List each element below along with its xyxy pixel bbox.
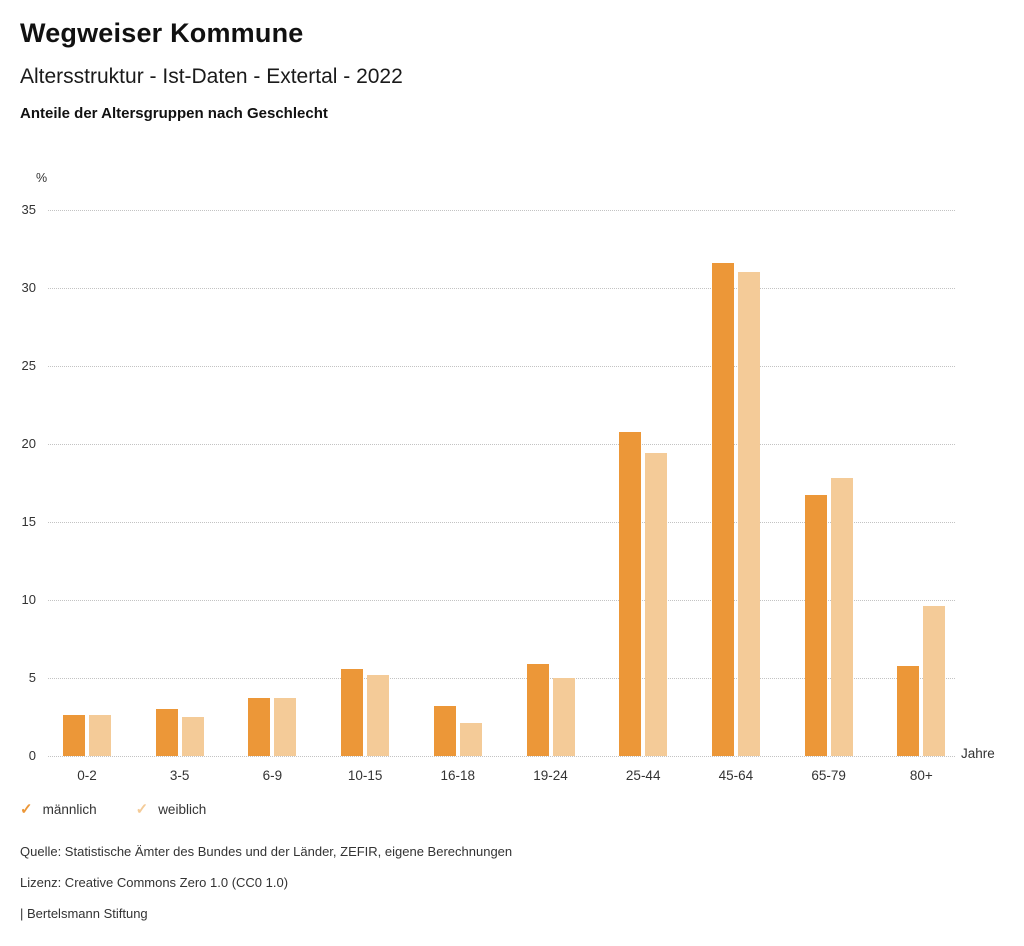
- bar-weiblich-19-24[interactable]: [553, 678, 575, 756]
- chart-caption: Anteile der Altersgruppen nach Geschlech…: [20, 105, 328, 122]
- legend-item-mannlich[interactable]: ✓ männlich: [20, 802, 97, 817]
- bar-mannlich-10-15[interactable]: [341, 669, 363, 756]
- bar-weiblich-6-9[interactable]: [274, 698, 296, 756]
- gridline-0: [48, 756, 955, 757]
- x-tick-label-80+: 80+: [909, 768, 933, 783]
- gridline-15: [48, 522, 955, 523]
- x-tick-label-25-44: 25-44: [625, 768, 661, 783]
- bar-mannlich-45-64[interactable]: [712, 263, 734, 756]
- gridline-30: [48, 288, 955, 289]
- checkmark-icon: ✓: [20, 801, 33, 818]
- gridline-35: [48, 210, 955, 211]
- x-tick-label-3-5: 3-5: [169, 768, 190, 783]
- gridline-5: [48, 678, 955, 679]
- gridline-10: [48, 600, 955, 601]
- y-tick-label-5: 5: [28, 670, 36, 685]
- y-axis-unit-label: %: [36, 171, 48, 185]
- legend-label: weiblich: [158, 802, 207, 817]
- bar-mannlich-0-2[interactable]: [63, 715, 85, 756]
- y-tick-label-10: 10: [21, 592, 36, 607]
- x-tick-label-19-24: 19-24: [533, 768, 568, 783]
- y-tick-label-25: 25: [21, 358, 36, 373]
- gridline-25: [48, 366, 955, 367]
- bar-mannlich-80+[interactable]: [897, 666, 919, 756]
- legend: ✓ männlich ✓ weiblich: [20, 802, 206, 817]
- y-tick-label-20: 20: [21, 436, 36, 451]
- y-tick-label-0: 0: [28, 748, 36, 763]
- bar-weiblich-10-15[interactable]: [367, 675, 389, 756]
- bar-weiblich-65-79[interactable]: [831, 478, 853, 756]
- x-axis-unit-label: Jahre: [961, 746, 995, 761]
- y-tick-label-30: 30: [21, 280, 36, 295]
- source-text: Quelle: Statistische Ämter des Bundes un…: [20, 844, 513, 859]
- bar-mannlich-19-24[interactable]: [527, 664, 549, 756]
- x-tick-label-10-15: 10-15: [347, 768, 383, 783]
- plot-area: [48, 210, 955, 757]
- bar-weiblich-25-44[interactable]: [645, 453, 667, 756]
- bar-mannlich-65-79[interactable]: [805, 495, 827, 756]
- page-subtitle: Altersstruktur - Ist-Daten - Extertal - …: [20, 65, 403, 88]
- bar-mannlich-3-5[interactable]: [156, 709, 178, 756]
- y-tick-label-35: 35: [21, 202, 36, 217]
- page-title: Wegweiser Kommune: [20, 18, 304, 48]
- checkmark-icon: ✓: [135, 801, 149, 818]
- x-tick-label-16-18: 16-18: [440, 768, 476, 783]
- legend-label: männlich: [42, 802, 97, 817]
- license-text: Lizenz: Creative Commons Zero 1.0 (CC0 1…: [20, 875, 289, 890]
- bar-weiblich-80+[interactable]: [923, 606, 945, 756]
- bar-mannlich-6-9[interactable]: [248, 698, 270, 756]
- gridline-20: [48, 444, 955, 445]
- bar-weiblich-3-5[interactable]: [182, 717, 204, 756]
- bar-weiblich-16-18[interactable]: [460, 723, 482, 756]
- bar-mannlich-16-18[interactable]: [434, 706, 456, 756]
- x-tick-label-65-79: 65-79: [811, 768, 846, 783]
- x-tick-label-45-64: 45-64: [718, 768, 754, 783]
- brand-text: | Bertelsmann Stiftung: [20, 906, 148, 921]
- bar-mannlich-25-44[interactable]: [619, 432, 641, 756]
- x-tick-label-0-2: 0-2: [77, 768, 97, 783]
- bar-weiblich-0-2[interactable]: [89, 715, 111, 756]
- y-tick-label-15: 15: [21, 514, 36, 529]
- legend-item-weiblich[interactable]: ✓ weiblich: [136, 802, 207, 817]
- bar-weiblich-45-64[interactable]: [738, 272, 760, 756]
- x-tick-label-6-9: 6-9: [262, 768, 283, 783]
